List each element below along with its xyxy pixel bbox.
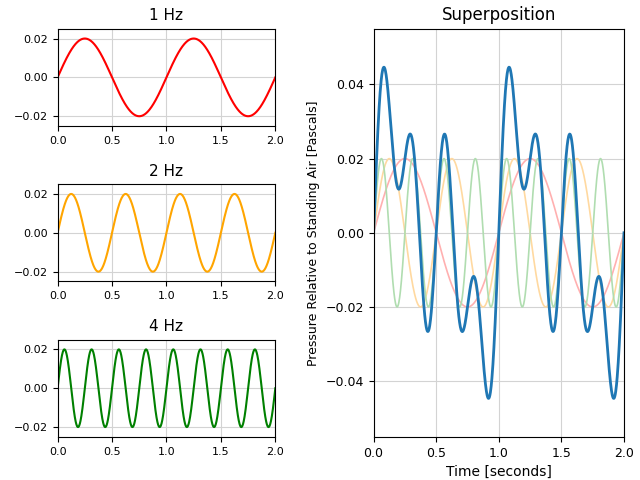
Y-axis label: Pressure Relative to Standing Air [Pascals]: Pressure Relative to Standing Air [Pasca… (307, 100, 320, 366)
Title: 4 Hz: 4 Hz (150, 319, 184, 335)
X-axis label: Time [seconds]: Time [seconds] (446, 465, 552, 479)
Title: Superposition: Superposition (442, 6, 556, 24)
Title: 2 Hz: 2 Hz (150, 164, 184, 179)
Title: 1 Hz: 1 Hz (150, 9, 184, 24)
